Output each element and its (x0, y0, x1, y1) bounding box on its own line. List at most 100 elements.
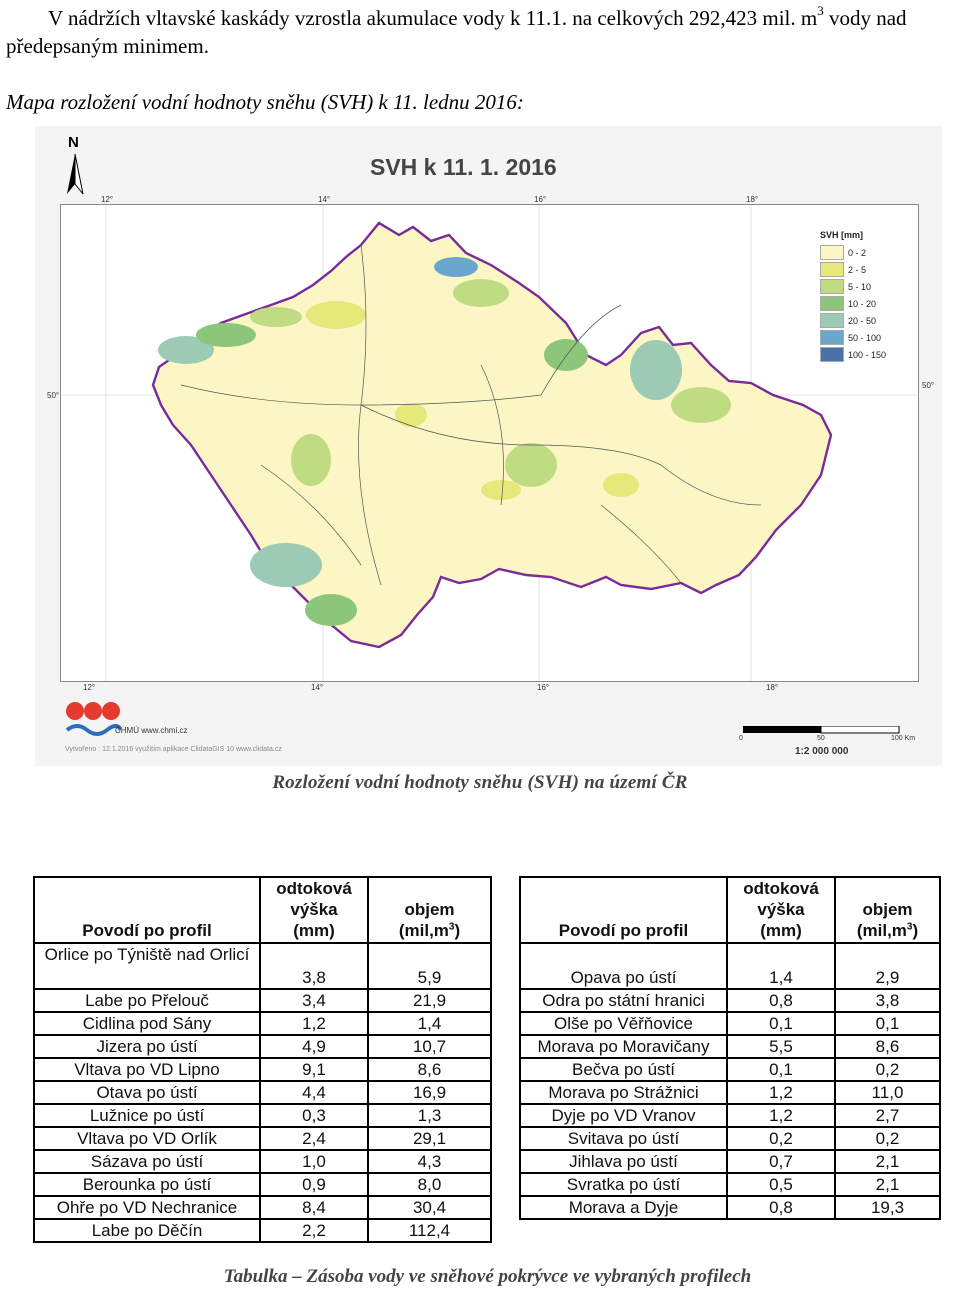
row-profil: Morava po Moravičany (519, 1034, 728, 1059)
table-row: Svitava po ústí 0,2 0,2 (519, 1126, 941, 1151)
row-profil: Dyje po VD Vranov (519, 1103, 728, 1128)
row-objem: 0,1 (834, 1011, 941, 1036)
row-vyska: 1,2 (259, 1011, 369, 1036)
left-snow-table: Povodí po profil odtoková výška (mm) objem… (33, 876, 492, 1243)
table-row: Sázava po ústí 1,0 4,3 (33, 1149, 492, 1174)
lon-tick: 16° (537, 683, 550, 692)
created-note: Vytvořeno : 12.1.2016 využitím aplikace … (65, 746, 282, 753)
row-objem: 8,6 (834, 1034, 941, 1059)
row-objem: 11,0 (834, 1080, 941, 1105)
lat-tick: 50° (922, 381, 935, 390)
row-vyska: 1,0 (259, 1149, 369, 1174)
map-frame: 12° 14° 16° 18° 12° 14° 16° 18° 50° 50° (47, 195, 934, 692)
row-profil: Odra po státní hranici (519, 988, 728, 1013)
row-objem: 3,8 (834, 988, 941, 1013)
map-title: SVH k 11. 1. 2016 (370, 154, 557, 180)
row-vyska: 5,5 (726, 1034, 836, 1059)
row-profil: Cidlina pod Sány (33, 1011, 261, 1036)
table-row: Morava a Dyje 0,8 19,3 (519, 1195, 941, 1220)
row-objem: 2,9 (834, 942, 941, 990)
row-objem: 0,2 (834, 1126, 941, 1151)
rivers (180, 244, 762, 586)
row-profil: Ohře po VD Nechranice (33, 1195, 261, 1220)
row-vyska: 0,9 (259, 1172, 369, 1197)
row-objem: 4,3 (367, 1149, 492, 1174)
lon-tick: 14° (318, 195, 331, 204)
legend-item: 100 - 150 (820, 346, 886, 363)
legend-item: 50 - 100 (820, 329, 886, 346)
row-objem: 8,0 (367, 1172, 492, 1197)
intro-paragraph: V nádržích vltavské kaskády vzrostla aku… (6, 4, 956, 60)
row-profil: Berounka po ústí (33, 1172, 261, 1197)
superscript: 3 (817, 3, 824, 18)
row-vyska: 2,2 (259, 1218, 369, 1243)
table-caption: Tabulka – Zásoba vody ve sněhové pokrývc… (223, 1266, 752, 1287)
table-row: Jihlava po ústí 0,7 2,1 (519, 1149, 941, 1174)
row-vyska: 0,2 (726, 1126, 836, 1151)
row-vyska: 4,4 (259, 1080, 369, 1105)
col-header-vyska: odtoková výška (mm) (259, 876, 369, 944)
row-objem: 8,6 (367, 1057, 492, 1082)
lon-tick: 16° (534, 195, 547, 204)
row-vyska: 3,4 (259, 988, 369, 1013)
lon-tick: 12° (101, 195, 114, 204)
col-header-objem: objem (mil,m3) (834, 876, 941, 944)
table-row: Orlice po Týniště nad Orlicí 3,8 5,9 (33, 942, 492, 990)
table-row: Opava po ústí 1,4 2,9 (519, 942, 941, 990)
lon-tick: 18° (766, 683, 779, 692)
col-header-profil: Povodí po profil (519, 876, 728, 944)
north-arrow-icon (67, 153, 84, 195)
lat-tick: 50° (47, 391, 60, 400)
table-row: Jizera po ústí 4,9 10,7 (33, 1034, 492, 1059)
row-profil: Olše po Věřňovice (519, 1011, 728, 1036)
row-vyska: 8,4 (259, 1195, 369, 1220)
row-vyska: 4,9 (259, 1034, 369, 1059)
table-row: Vltava po VD Lipno 9,1 8,6 (33, 1057, 492, 1082)
table-row: Labe po Přelouč 3,4 21,9 (33, 988, 492, 1013)
row-vyska: 0,8 (726, 1195, 836, 1220)
row-vyska: 1,2 (726, 1103, 836, 1128)
col-header-profil: Povodí po profil (33, 876, 261, 944)
row-vyska: 0,5 (726, 1172, 836, 1197)
row-vyska: 0,3 (259, 1103, 369, 1128)
table-row: Cidlina pod Sány 1,2 1,4 (33, 1011, 492, 1036)
row-objem: 2,1 (834, 1149, 941, 1174)
table-row: Otava po ústí 4,4 16,9 (33, 1080, 492, 1105)
table-row: Olše po Věřňovice 0,1 0,1 (519, 1011, 941, 1036)
north-label: N (68, 134, 79, 151)
table-row: Svratka po ústí 0,5 2,1 (519, 1172, 941, 1197)
lon-tick: 14° (311, 683, 324, 692)
legend-item: 2 - 5 (820, 261, 886, 278)
row-vyska: 2,4 (259, 1126, 369, 1151)
legend-title: SVH [mm] (820, 230, 864, 240)
table-row: Bečva po ústí 0,1 0,2 (519, 1057, 941, 1082)
table-row: Odra po státní hranici 0,8 3,8 (519, 988, 941, 1013)
map-caption: Rozložení vodní hodnoty sněhu (SVH) na ú… (272, 772, 688, 793)
row-objem: 10,7 (367, 1034, 492, 1059)
row-objem: 1,3 (367, 1103, 492, 1128)
paragraph-text-end: vody nad předepsaným minimem. (6, 6, 907, 58)
row-profil: Otava po ústí (33, 1080, 261, 1105)
row-vyska: 0,7 (726, 1149, 836, 1174)
lon-tick: 18° (746, 195, 759, 204)
row-profil: Vltava po VD Lipno (33, 1057, 261, 1082)
table-row: Berounka po ústí 0,9 8,0 (33, 1172, 492, 1197)
row-objem: 16,9 (367, 1080, 492, 1105)
snow-map-figure: N SVH k 11. 1. 2016 (35, 126, 942, 766)
row-objem: 2,1 (834, 1172, 941, 1197)
table-row: Morava po Strážnici 1,2 11,0 (519, 1080, 941, 1105)
map-legend: SVH [mm] 0 - 2 2 - 5 5 - 10 10 - 20 20 -… (820, 230, 886, 363)
row-objem: 5,9 (367, 942, 492, 990)
row-profil: Morava po Strážnici (519, 1080, 728, 1105)
table-header-row: Povodí po profil odtoková výška (mm) objem… (519, 876, 941, 944)
lon-tick: 12° (83, 683, 96, 692)
row-objem: 21,9 (367, 988, 492, 1013)
row-profil: Bečva po ústí (519, 1057, 728, 1082)
col-header-objem: objem (mil,m3) (367, 876, 492, 944)
row-profil: Opava po ústí (519, 942, 728, 990)
row-vyska: 3,8 (259, 942, 369, 990)
row-profil: Jihlava po ústí (519, 1149, 728, 1174)
legend-item: 0 - 2 (820, 244, 886, 261)
chmu-label: ČHMÚ www.chmi.cz (115, 726, 188, 735)
map-subheading: Mapa rozložení vodní hodnoty sněhu (SVH)… (6, 90, 524, 114)
